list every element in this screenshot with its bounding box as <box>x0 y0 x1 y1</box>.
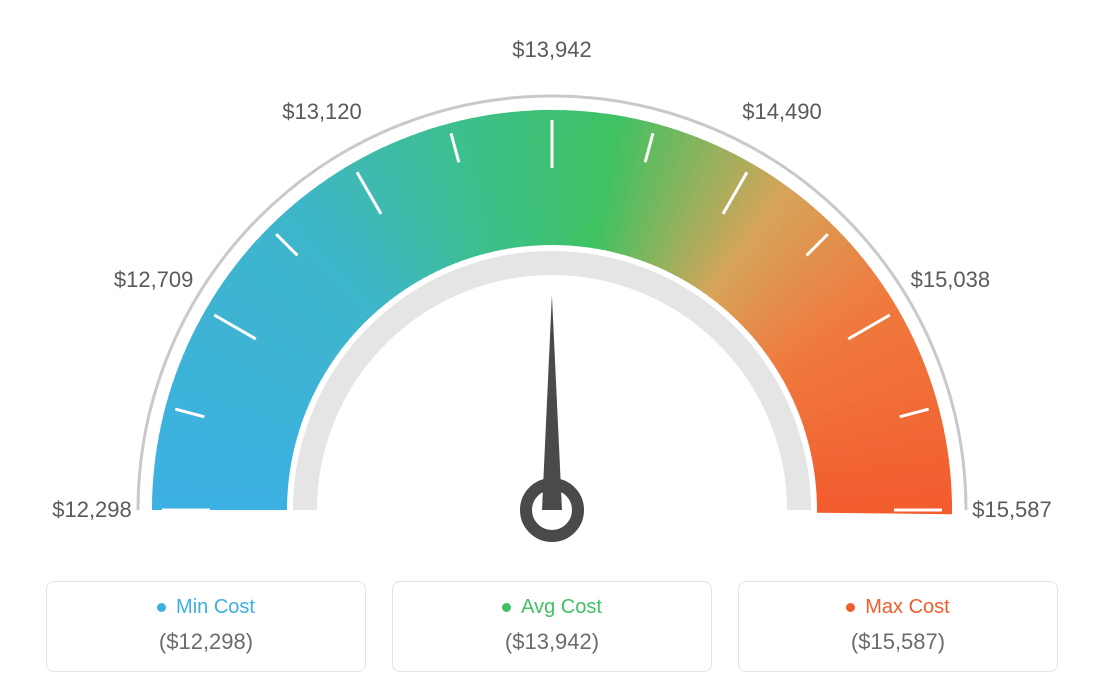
min-cost-title: Min Cost <box>157 596 255 619</box>
gauge-tick-label: $15,587 <box>972 497 1052 523</box>
avg-cost-title: Avg Cost <box>502 596 602 619</box>
gauge-chart: $12,298 $12,709 $13,120 $13,942 $14,490 $15,0… <box>0 0 1104 560</box>
max-cost-value: ($15,587) <box>749 629 1047 655</box>
gauge-tick-label: $12,298 <box>52 497 132 523</box>
gauge-tick-label: $13,942 <box>512 37 592 63</box>
avg-cost-label: Avg Cost <box>521 596 602 619</box>
dot-icon <box>846 603 855 612</box>
min-cost-card: Min Cost ($12,298) <box>46 581 366 672</box>
min-cost-value: ($12,298) <box>57 629 355 655</box>
avg-cost-value: ($13,942) <box>403 629 701 655</box>
gauge-tick-label: $12,709 <box>114 267 194 293</box>
gauge-tick-label: $13,120 <box>282 99 362 125</box>
gauge-needle <box>542 295 562 510</box>
dot-icon <box>157 603 166 612</box>
avg-cost-card: Avg Cost ($13,942) <box>392 581 712 672</box>
max-cost-card: Max Cost ($15,587) <box>738 581 1058 672</box>
min-cost-label: Min Cost <box>176 596 255 619</box>
dot-icon <box>502 603 511 612</box>
gauge-tick-label: $15,038 <box>911 267 991 293</box>
gauge-svg <box>92 40 1012 560</box>
max-cost-label: Max Cost <box>865 596 949 619</box>
summary-cards-row: Min Cost ($12,298) Avg Cost ($13,942) Ma… <box>0 581 1104 672</box>
gauge-tick-label: $14,490 <box>742 99 822 125</box>
max-cost-title: Max Cost <box>846 596 949 619</box>
